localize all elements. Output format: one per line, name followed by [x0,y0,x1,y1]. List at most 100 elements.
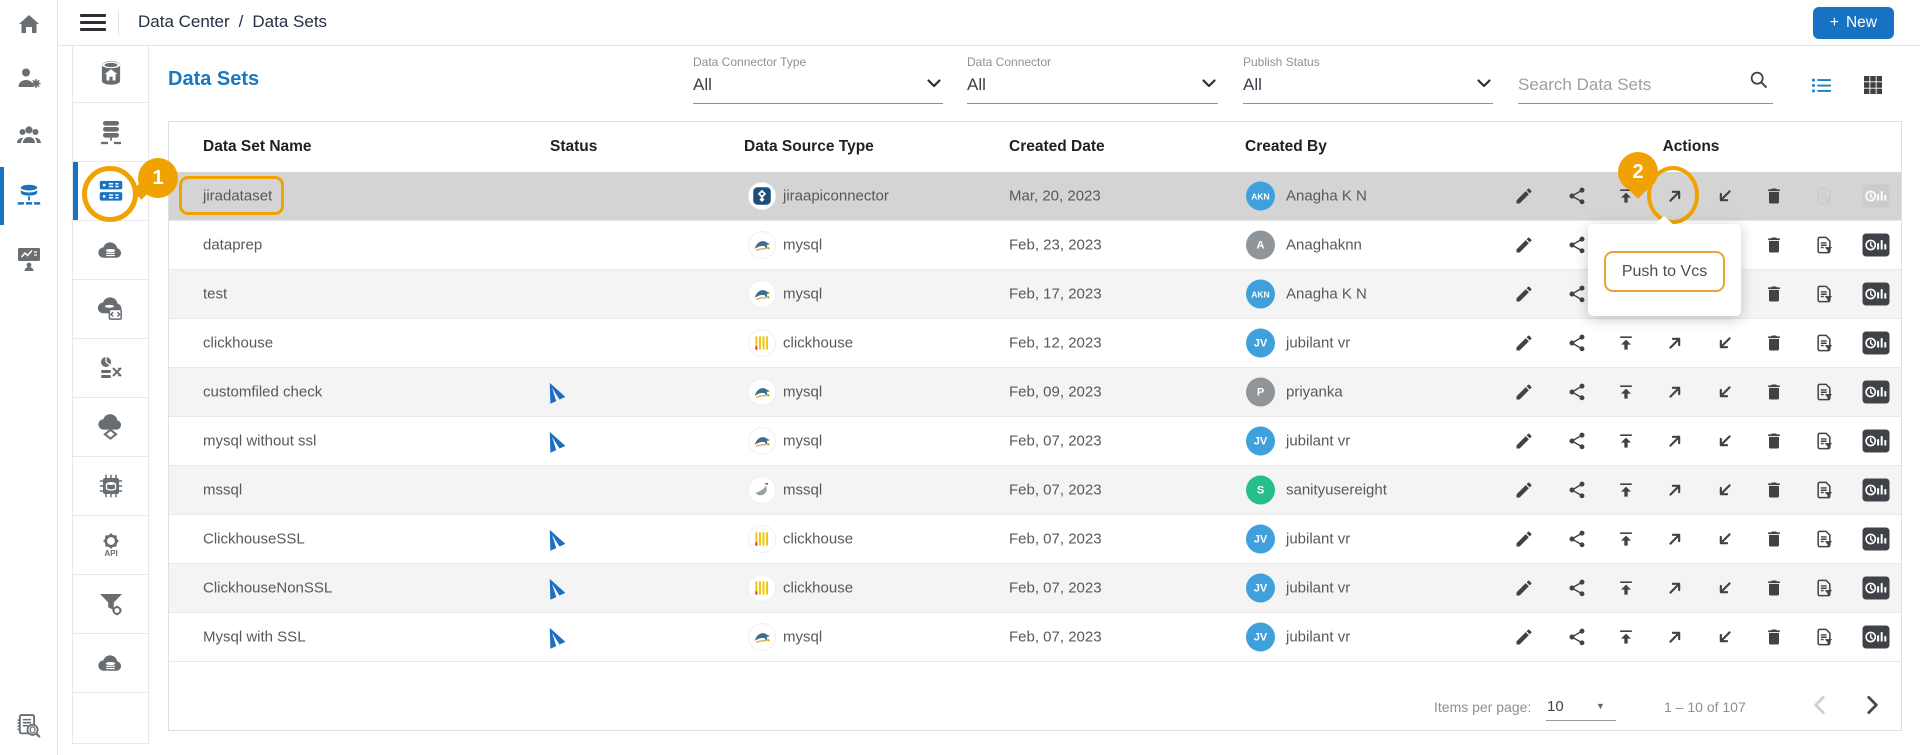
share-icon[interactable] [1567,235,1587,255]
list-view-icon[interactable] [1809,73,1834,103]
dataset-name[interactable]: dataprep [203,236,263,254]
sidebar-item-data-stores[interactable] [72,102,149,162]
dataset-name[interactable]: Mysql with SSL [203,628,306,646]
usage-analytics-icon[interactable] [1863,479,1890,502]
sidebar-item-data-center-home[interactable] [72,43,149,103]
dataset-name[interactable]: clickhouse [203,334,274,352]
delete-icon[interactable] [1764,382,1784,402]
push-to-vcs-icon[interactable] [1665,627,1685,647]
usage-analytics-icon[interactable] [1863,283,1890,306]
usage-analytics-icon[interactable] [1863,430,1890,453]
share-icon[interactable] [1567,529,1587,549]
delete-icon[interactable] [1764,431,1784,451]
data-profile-icon[interactable] [1814,627,1834,647]
delete-icon[interactable] [1764,235,1784,255]
delete-icon[interactable] [1764,186,1784,206]
edit-icon[interactable] [1514,333,1534,353]
pull-from-vcs-icon[interactable] [1715,186,1735,206]
data-profile-icon[interactable] [1814,431,1834,451]
share-icon[interactable] [1567,284,1587,304]
trainer-board-icon[interactable] [15,244,43,272]
sidebar-item-data-funnel[interactable] [72,574,149,634]
home-icon[interactable] [15,10,43,38]
publish-icon[interactable] [1616,382,1636,402]
new-button[interactable]: + New [1812,7,1894,39]
share-icon[interactable] [1567,333,1587,353]
search-input[interactable] [1518,75,1733,95]
data-profile-icon[interactable] [1814,235,1834,255]
publish-icon[interactable] [1616,480,1636,500]
data-profile-icon[interactable] [1814,284,1834,304]
share-icon[interactable] [1567,578,1587,598]
data-profile-icon[interactable] [1814,382,1834,402]
edit-icon[interactable] [1514,382,1534,402]
chevron-down-icon[interactable] [1477,75,1491,93]
push-to-vcs-icon[interactable] [1665,382,1685,402]
sidebar-item-data-lake[interactable] [72,397,149,457]
edit-icon[interactable] [1514,284,1534,304]
push-to-vcs-icon[interactable] [1665,480,1685,500]
dataset-name[interactable]: jiradataset [203,187,273,205]
share-icon[interactable] [1567,480,1587,500]
filter-publish-status[interactable]: Publish Status All [1243,55,1493,104]
edit-icon[interactable] [1514,186,1534,206]
user-groups-icon[interactable] [15,122,43,150]
edit-icon[interactable] [1514,627,1534,647]
edit-icon[interactable] [1514,529,1534,549]
sidebar-item-cloud-data-code[interactable] [72,279,149,339]
edit-icon[interactable] [1514,480,1534,500]
table-row[interactable]: clickhouse clickhouse Feb, 12, 2023 JV j… [169,319,1901,368]
sidebar-item-data-engine[interactable] [72,456,149,516]
share-icon[interactable] [1567,186,1587,206]
usage-analytics-icon[interactable] [1863,234,1890,257]
pull-from-vcs-icon[interactable] [1715,578,1735,598]
pull-from-vcs-icon[interactable] [1715,431,1735,451]
data-profile-icon[interactable] [1814,578,1834,598]
page-size-select[interactable]: 10 [1547,698,1564,715]
breadcrumb-data-center[interactable]: Data Center [138,12,230,31]
push-to-vcs-icon[interactable] [1665,431,1685,451]
delete-icon[interactable] [1764,578,1784,598]
dataset-name[interactable]: mssql [203,481,243,499]
table-row[interactable]: ClickhouseSSL clickhouse Feb, 07, 2023 J… [169,515,1901,564]
dataset-name[interactable]: test [203,285,228,303]
usage-analytics-icon[interactable] [1863,528,1890,551]
share-icon[interactable] [1567,382,1587,402]
delete-icon[interactable] [1764,480,1784,500]
publish-icon[interactable] [1616,578,1636,598]
push-to-vcs-icon[interactable] [1665,578,1685,598]
publish-icon[interactable] [1616,431,1636,451]
delete-icon[interactable] [1764,284,1784,304]
chevron-down-icon[interactable] [1202,75,1216,93]
publish-icon[interactable] [1616,333,1636,353]
edit-icon[interactable] [1514,578,1534,598]
edit-icon[interactable] [1514,431,1534,451]
pull-from-vcs-icon[interactable] [1715,333,1735,353]
data-center-icon[interactable] [14,182,43,211]
dataset-name[interactable]: ClickhouseSSL [203,530,305,548]
table-row[interactable]: jiradataset jiraapiconnector Mar, 20, 20… [169,172,1901,221]
data-profile-icon[interactable] [1814,529,1834,549]
publish-icon[interactable] [1616,627,1636,647]
filter-data-connector-type[interactable]: Data Connector Type All [693,55,943,104]
dataset-name[interactable]: ClickhouseNonSSL [203,579,333,597]
search-icon[interactable] [1748,69,1769,95]
sidebar-item-api-connectors[interactable] [72,515,149,575]
delete-icon[interactable] [1764,627,1784,647]
usage-analytics-icon[interactable] [1863,626,1890,649]
table-row[interactable]: mssql mssql Feb, 07, 2023 S sanityuserei… [169,466,1901,515]
menu-icon[interactable] [80,14,106,32]
edit-icon[interactable] [1514,235,1534,255]
usage-analytics-icon[interactable] [1863,381,1890,404]
usage-analytics-icon[interactable] [1863,577,1890,600]
dataset-name[interactable]: customfiled check [203,383,323,401]
sidebar-item-cloud-warehouse[interactable] [72,633,149,693]
pull-from-vcs-icon[interactable] [1715,480,1735,500]
push-to-vcs-icon[interactable] [1665,529,1685,549]
pull-from-vcs-icon[interactable] [1715,529,1735,549]
table-row[interactable]: Mysql with SSL mysql Feb, 07, 2023 JV ju… [169,613,1901,662]
page-size-caret-icon[interactable]: ▼ [1596,701,1605,711]
share-icon[interactable] [1567,627,1587,647]
breadcrumb-data-sets[interactable]: Data Sets [252,12,328,31]
next-page-icon[interactable] [1859,692,1885,718]
